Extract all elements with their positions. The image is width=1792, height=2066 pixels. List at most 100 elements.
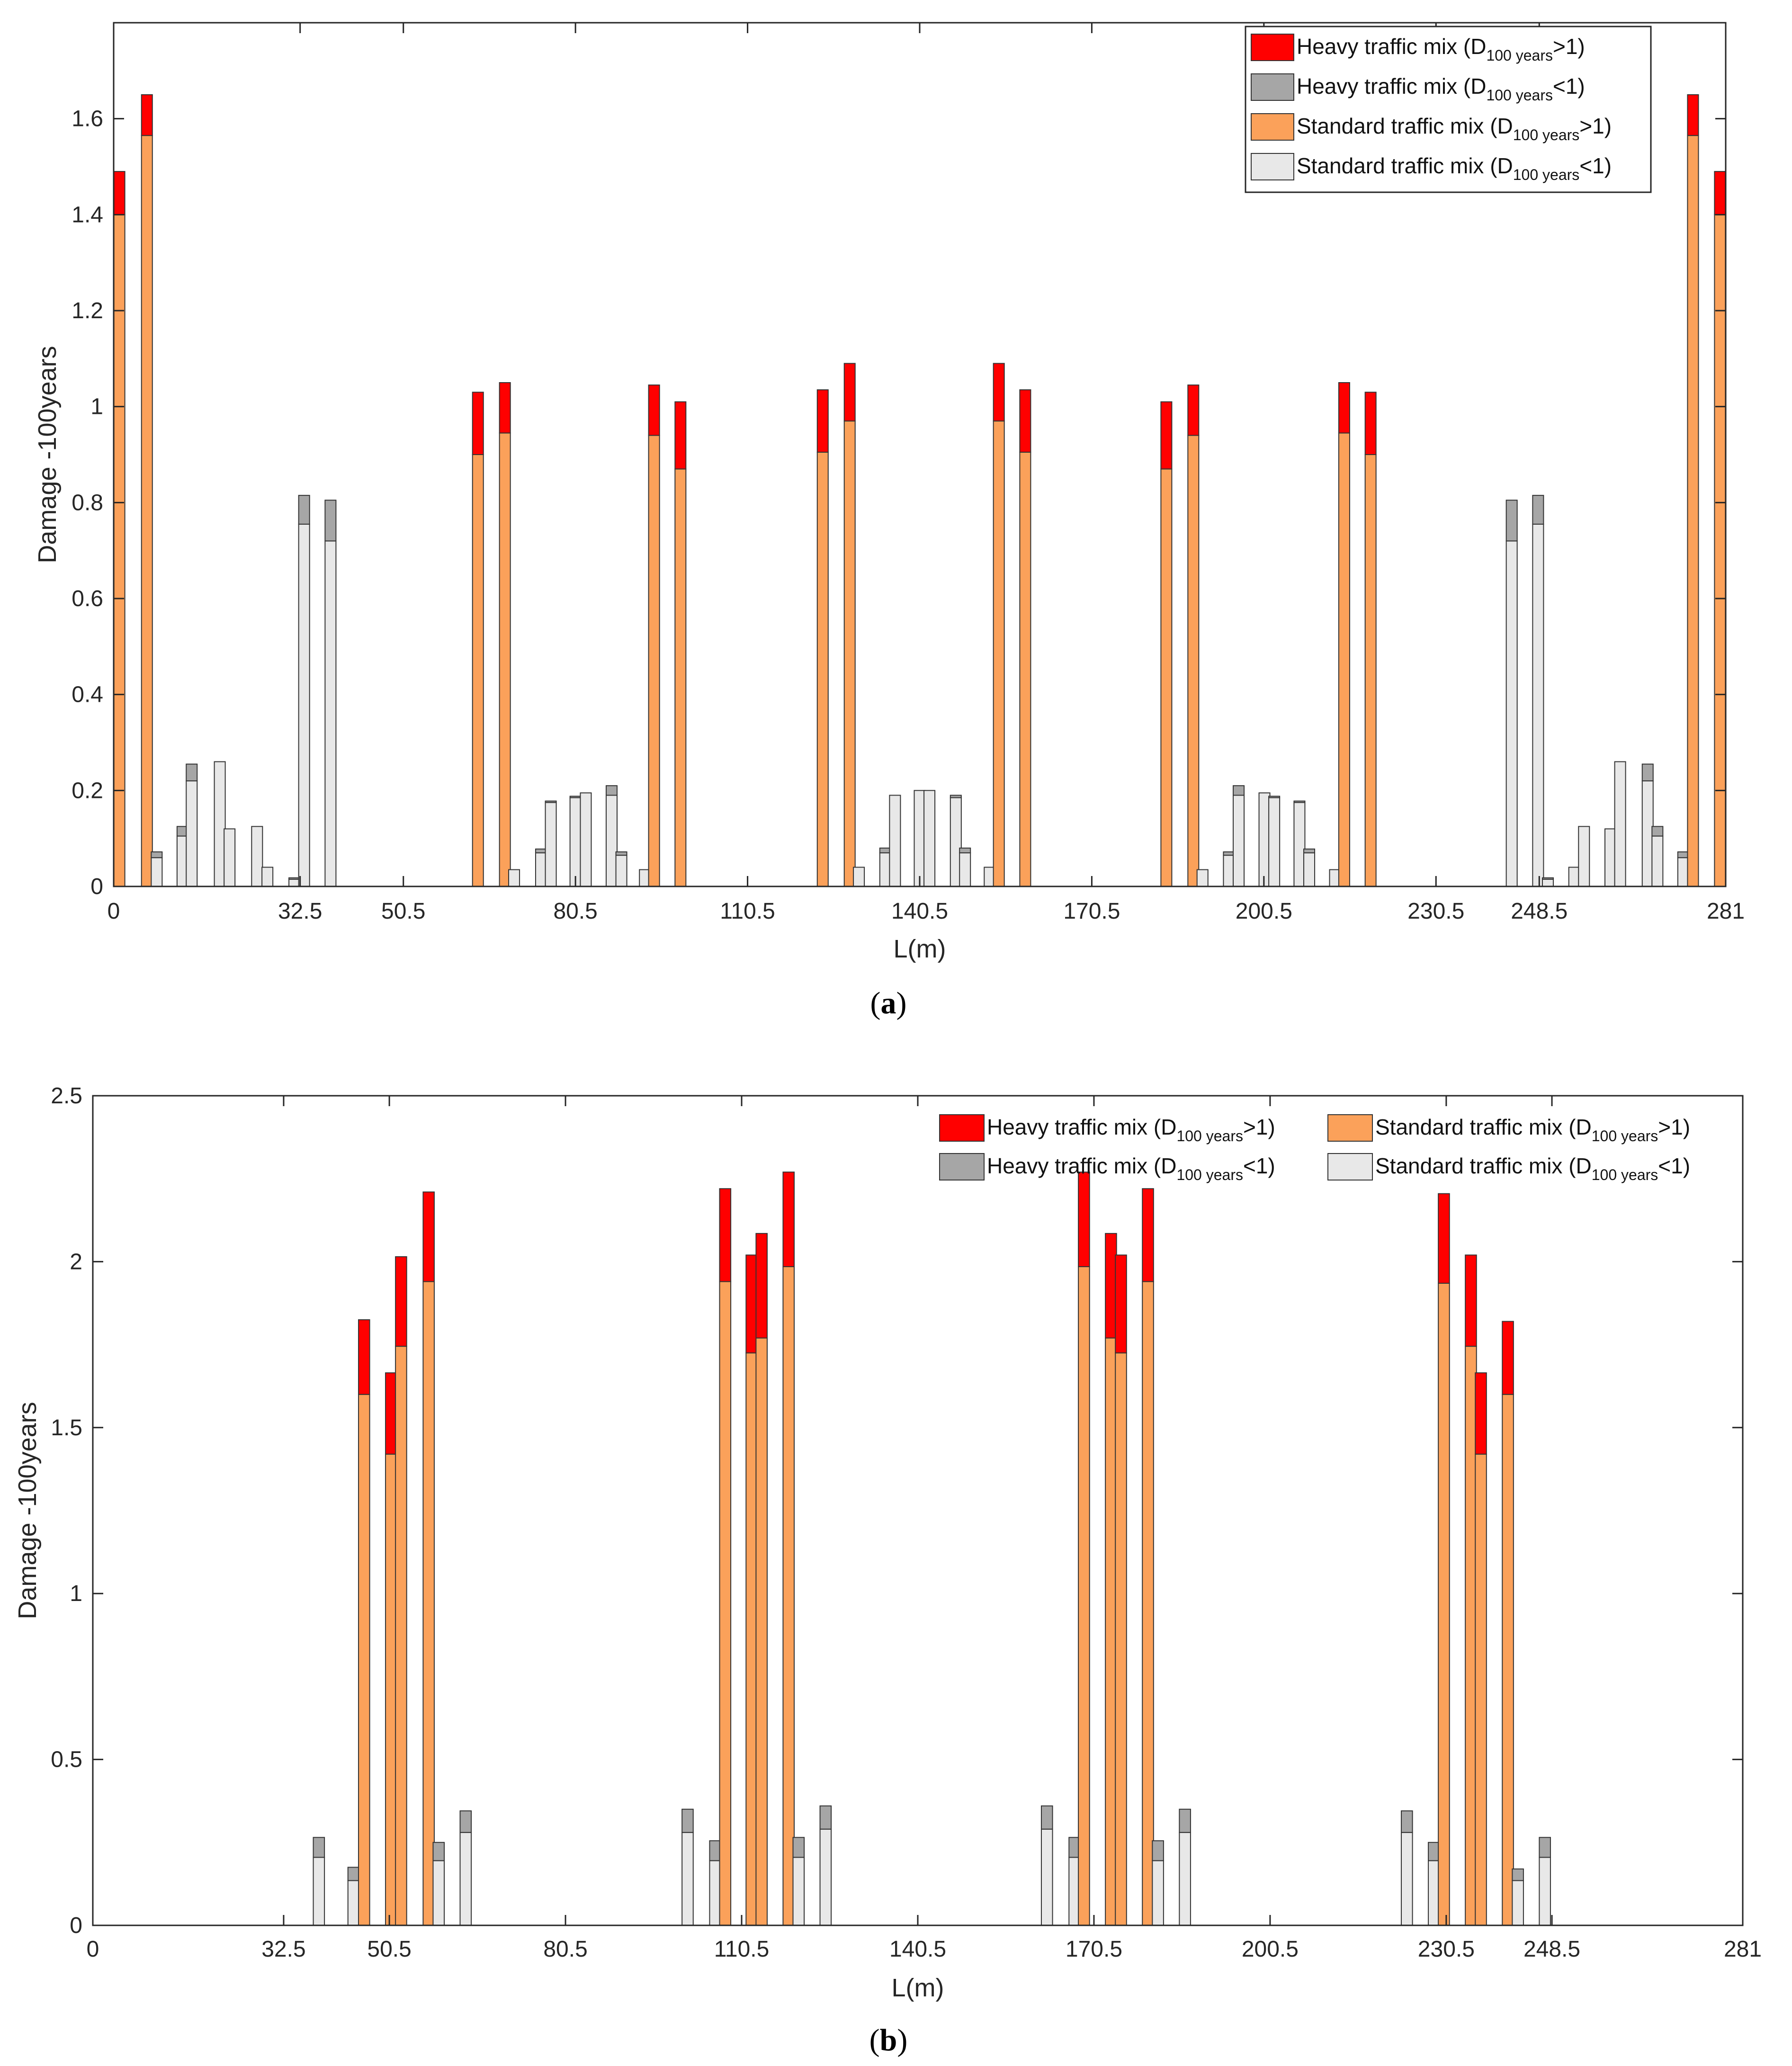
panel-a-bars <box>113 94 1726 887</box>
bar-standard-over <box>816 451 829 887</box>
bar-heavy-over <box>1115 1254 1127 1354</box>
bar-standard-under <box>1258 792 1271 887</box>
bar-standard-over <box>648 435 660 887</box>
bar-standard-under <box>605 795 618 887</box>
bar-standard-over <box>993 420 1005 887</box>
bar-standard-under <box>1614 761 1626 887</box>
panel-a-legend-swatch-heavy-over <box>1251 34 1294 61</box>
bar-heavy-under <box>545 800 557 803</box>
x-tick-label: 230.5 <box>1418 1937 1475 1962</box>
bar-standard-under <box>432 1860 445 1926</box>
x-tick-label: 248.5 <box>1523 1937 1580 1962</box>
x-tick-label: 50.5 <box>367 1937 411 1962</box>
panel-a-y-axis-label: Damage -100years <box>33 346 62 563</box>
bar-heavy-under <box>347 1867 360 1881</box>
bar-standard-under <box>1233 795 1245 887</box>
bar-standard-over <box>674 468 687 887</box>
y-tick-label: 2.5 <box>51 1083 82 1109</box>
bar-standard-over <box>745 1352 758 1926</box>
bar-standard-under <box>1428 1860 1440 1926</box>
bar-heavy-over <box>745 1254 758 1354</box>
bar-standard-under <box>1303 852 1316 887</box>
bar-standard-under <box>819 1828 832 1926</box>
y-tick-label: 0 <box>70 1913 82 1938</box>
bar-standard-under <box>1223 855 1235 887</box>
x-tick-label: 80.5 <box>543 1937 587 1962</box>
bar-standard-over <box>358 1394 370 1926</box>
panel-a: 0 0.2 0.4 0.6 0.8 1 1.2 1.4 1.6 0 32.5 50.5 80.5 110… <box>33 22 1745 1020</box>
panel-b-legend-label-heavy-under: Heavy traffic mix (D100 years<1) <box>987 1154 1275 1183</box>
bar-standard-over <box>499 432 511 887</box>
bar-heavy-under <box>1293 800 1306 803</box>
bar-standard-over <box>782 1266 795 1926</box>
bar-heavy-over <box>1465 1254 1477 1347</box>
bar-heavy-over <box>1187 385 1200 436</box>
bar-heavy-under <box>1152 1840 1164 1861</box>
panel-b-legend-label-standard-under: Standard traffic mix (D100 years<1) <box>1375 1154 1690 1183</box>
x-tick-label: 281 <box>1707 899 1745 924</box>
bar-standard-under <box>792 1857 805 1926</box>
bar-heavy-under <box>681 1808 694 1833</box>
bar-standard-under <box>151 857 163 887</box>
x-tick-label: 0 <box>108 899 120 924</box>
bar-heavy-under <box>819 1805 832 1830</box>
bar-standard-under <box>1641 780 1654 887</box>
panel-b-legend-label-heavy-over: Heavy traffic mix (D100 years>1) <box>987 1115 1275 1145</box>
bar-standard-under <box>1152 1860 1164 1926</box>
bar-heavy-over <box>1364 392 1377 455</box>
x-tick-label: 248.5 <box>1511 899 1568 924</box>
panel-a-legend-box <box>1245 26 1652 193</box>
bar-heavy-under <box>1641 763 1654 782</box>
x-tick-label: 140.5 <box>891 899 948 924</box>
bar-heavy-under <box>879 847 891 854</box>
bar-standard-under <box>347 1880 360 1926</box>
bar-standard-under <box>508 869 520 887</box>
x-tick-label: 0 <box>87 1937 99 1962</box>
y-tick-label: 1 <box>70 1581 82 1606</box>
bar-standard-over <box>1105 1337 1117 1926</box>
bar-heavy-over <box>499 382 511 434</box>
panel-a-legend-label-standard-under: Standard traffic mix (D100 years<1) <box>1297 153 1612 183</box>
bar-heavy-over <box>1160 401 1173 470</box>
panel-b-legend: Heavy traffic mix (D100 years>1) Heavy t… <box>939 1114 1690 1183</box>
y-tick-label: 1.5 <box>51 1415 82 1440</box>
y-tick-label: 1.4 <box>72 202 103 227</box>
panel-b: 0 0.5 1 1.5 2 2.5 0 32.5 50.5 80.5 110.5 140.5 170.… <box>13 1083 1762 2057</box>
panel-b-bars <box>313 1172 1551 1926</box>
panel-a-legend-label-heavy-under: Heavy traffic mix (D100 years<1) <box>1297 74 1585 104</box>
panel-b-x-axis-label: L(m) <box>892 1974 944 2002</box>
bar-standard-under <box>923 790 936 887</box>
bar-standard-under <box>853 867 865 887</box>
bar-heavy-under <box>1223 851 1235 856</box>
bar-standard-under <box>1505 540 1518 887</box>
panel-b-legend-swatch-heavy-under <box>939 1153 985 1181</box>
bar-heavy-over <box>1475 1372 1487 1455</box>
bar-standard-over <box>1160 468 1173 887</box>
bar-standard-under <box>1401 1832 1413 1926</box>
bar-standard-under <box>1268 797 1281 887</box>
bar-heavy-under <box>1303 848 1316 854</box>
bar-standard-under <box>1568 867 1580 887</box>
bar-heavy-under <box>1268 796 1281 798</box>
bar-heavy-under <box>1179 1808 1191 1833</box>
panel-b-caption: (b) <box>869 2023 908 2057</box>
bar-heavy-over <box>674 401 687 470</box>
x-tick-label: 230.5 <box>1407 899 1464 924</box>
bar-standard-over <box>1502 1394 1514 1926</box>
bar-standard-under <box>1651 835 1664 887</box>
x-tick-label: 200.5 <box>1242 1937 1299 1962</box>
bar-standard-under <box>1541 878 1554 887</box>
x-tick-label: 110.5 <box>720 899 775 924</box>
bar-standard-over <box>1115 1352 1127 1926</box>
bar-standard-over <box>472 454 484 887</box>
bar-heavy-under <box>1040 1805 1053 1830</box>
bar-standard-over <box>1475 1453 1487 1926</box>
panel-b-axes-frame <box>92 1095 1744 1926</box>
bar-standard-over <box>422 1281 435 1926</box>
bar-standard-under <box>1179 1832 1191 1926</box>
bar-standard-under <box>214 761 226 887</box>
bar-standard-over <box>113 214 125 887</box>
panel-a-legend-label-heavy-over: Heavy traffic mix (D100 years>1) <box>1297 34 1585 64</box>
bar-standard-under <box>1293 802 1306 887</box>
bar-heavy-over <box>1105 1233 1117 1339</box>
